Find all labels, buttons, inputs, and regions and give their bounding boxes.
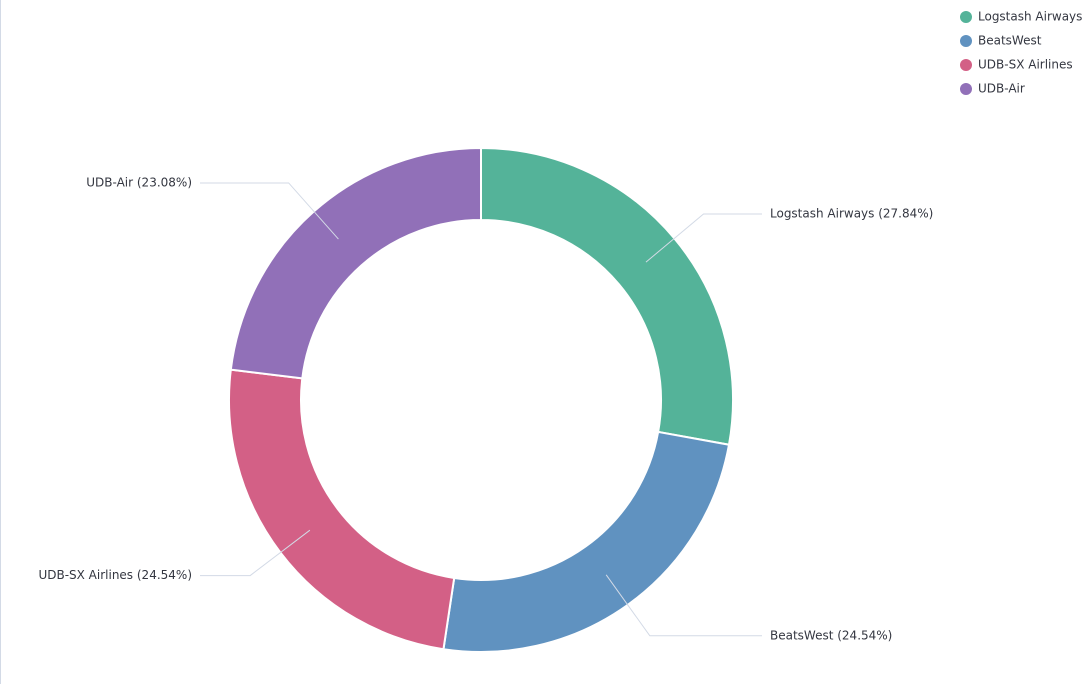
donut-segment[interactable] bbox=[480, 146, 734, 446]
donut-segment[interactable] bbox=[229, 146, 482, 380]
leader-line bbox=[605, 574, 762, 637]
legend-swatch[interactable] bbox=[960, 83, 972, 95]
leader-line bbox=[200, 529, 311, 577]
slice-label: UDB-Air (23.08%) bbox=[86, 175, 192, 189]
legend-label[interactable]: Logstash Airways bbox=[978, 10, 1082, 24]
slice-label: BeatsWest (24.54%) bbox=[770, 628, 892, 642]
leader-line bbox=[200, 182, 339, 240]
legend-swatch[interactable] bbox=[960, 59, 972, 71]
donut-segment[interactable] bbox=[228, 368, 456, 651]
legend-label[interactable]: BeatsWest bbox=[978, 34, 1042, 48]
legend-swatch[interactable] bbox=[960, 35, 972, 47]
legend-label[interactable]: UDB-Air bbox=[978, 82, 1025, 96]
donut-segment[interactable] bbox=[442, 430, 731, 653]
legend-swatch[interactable] bbox=[960, 11, 972, 23]
slice-label: Logstash Airways (27.84%) bbox=[770, 207, 933, 221]
leader-line bbox=[645, 213, 762, 263]
legend-label[interactable]: UDB-SX Airlines bbox=[978, 58, 1073, 72]
slice-label: UDB-SX Airlines (24.54%) bbox=[38, 568, 192, 582]
